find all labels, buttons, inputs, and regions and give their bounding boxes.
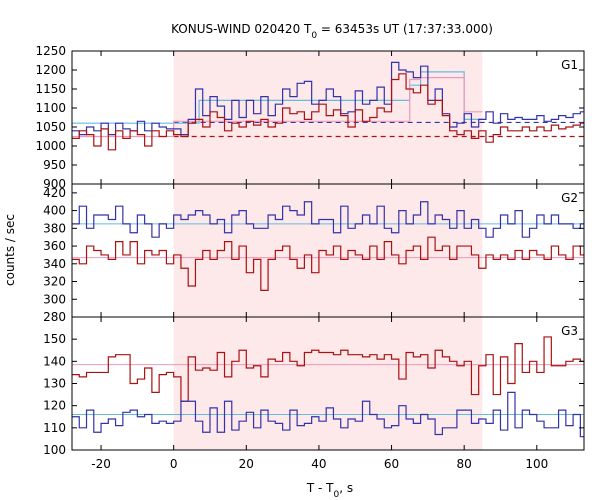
plot-area: 900950100010501100115012001250G128030032… — [35, 44, 585, 471]
count-rate-series-0 — [72, 61, 584, 136]
count-rate-series-1 — [72, 73, 584, 151]
y-tick-label: 400 — [43, 204, 66, 218]
count-rate-series-1 — [72, 391, 584, 438]
count-rate-series-1 — [72, 236, 584, 291]
y-tick-label: 1000 — [35, 139, 66, 153]
y-tick-label: 380 — [43, 221, 66, 235]
y-tick-label: 1200 — [35, 63, 66, 77]
y-tick-label: 120 — [43, 399, 66, 413]
x-tick-label: 80 — [457, 457, 472, 471]
y-tick-label: 110 — [43, 421, 66, 435]
y-axis-label: counts / sec — [3, 214, 17, 286]
x-tick-label: -20 — [91, 457, 111, 471]
y-tick-label: 360 — [43, 239, 66, 253]
y-tick-label: 1150 — [35, 82, 66, 96]
y-tick-label: 100 — [43, 443, 66, 457]
count-rate-series-0 — [72, 201, 584, 238]
x-tick-label: 20 — [239, 457, 254, 471]
y-tick-label: 320 — [43, 275, 66, 289]
panel-g1-plot-region — [72, 61, 584, 151]
panel-g2-plot-region — [72, 201, 584, 291]
y-tick-label: 340 — [43, 257, 66, 271]
chart-title: KONUS-WIND 020420 T0 = 63453s UT (17:37:… — [171, 22, 493, 41]
x-tick-label: 60 — [384, 457, 399, 471]
y-tick-label: 1050 — [35, 120, 66, 134]
panel-g1: 900 950 1000 1050 1100 1150 1200 1250 G1 — [35, 44, 585, 191]
panel-g3: 100 110 120 130 140 150 G3 — [43, 316, 585, 457]
x-tick-label: 0 — [170, 457, 178, 471]
x-axis-label: T - T0, s — [306, 481, 353, 500]
panel-label: G2 — [561, 191, 578, 205]
burst-interval-highlight — [173, 51, 483, 450]
y-tick-label: 900 — [43, 177, 66, 191]
y-tick-label: 300 — [43, 292, 66, 306]
y-tick-label: 280 — [43, 310, 66, 324]
y-tick-label: 150 — [43, 332, 66, 346]
y-tick-label: 1100 — [35, 101, 66, 115]
y-tick-label: 140 — [43, 354, 66, 368]
x-tick-label: 40 — [311, 457, 326, 471]
count-rate-series-0 — [72, 336, 584, 402]
panel-g2: 280 300 320 340 360 380 400 420 G2 — [43, 183, 585, 324]
panel-label: G1 — [561, 58, 578, 72]
y-tick-label: 1250 — [35, 44, 66, 58]
x-tick-label: 100 — [525, 457, 548, 471]
panel-g3-plot-region — [72, 336, 584, 438]
panel-label: G3 — [561, 324, 578, 338]
y-tick-label: 950 — [43, 158, 66, 172]
y-tick-label: 420 — [43, 186, 66, 200]
y-tick-label: 130 — [43, 377, 66, 391]
